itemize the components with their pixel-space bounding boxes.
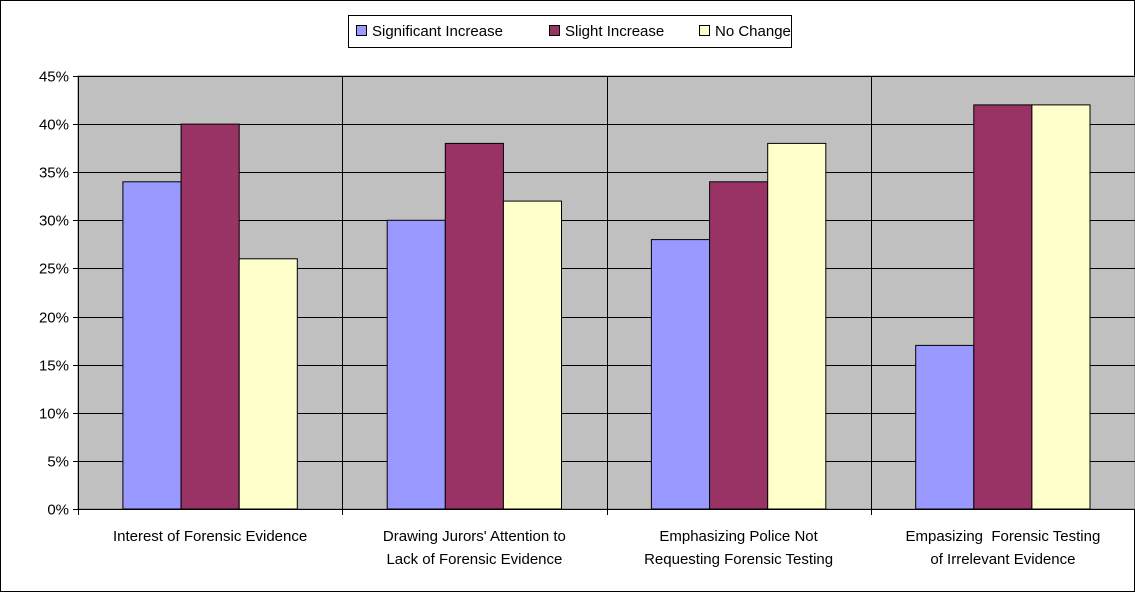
bar-slight-increase: [180, 123, 240, 510]
legend-box: [348, 15, 792, 48]
y-tick-label: 35%: [39, 165, 69, 182]
bar-no-change: [767, 142, 827, 510]
y-tick-label: 45%: [39, 69, 69, 86]
y-tick-label: 0%: [47, 502, 69, 519]
y-tick-label: 10%: [39, 406, 69, 423]
legend: Significant Increase Slight Increase No Ch…: [348, 15, 792, 48]
y-tick-label: 25%: [39, 261, 69, 278]
x-tick-label: Empasizing Forensic Testing: [905, 528, 1100, 545]
plot-area: [77, 75, 1135, 510]
bar-significant-increase: [386, 219, 446, 510]
bar-slight-increase: [709, 181, 769, 510]
legend-swatch: [699, 25, 710, 36]
x-tick-label: Interest of Forensic Evidence: [113, 528, 307, 545]
bar-no-change: [238, 258, 298, 510]
y-tick-label: 20%: [39, 310, 69, 327]
legend-swatch: [356, 25, 367, 36]
bar-significant-increase: [650, 239, 711, 510]
y-tick-label: 30%: [39, 213, 69, 230]
y-axis: 0% 5% 10% 15% 20% 25% 30% 35% 40% 45%: [39, 69, 79, 519]
legend-label: Slight Increase: [565, 23, 664, 40]
x-tick-label: of Irrelevant Evidence: [930, 551, 1075, 568]
legend-label: Significant Increase: [372, 23, 503, 40]
x-axis: Interest of Forensic Evidence Drawing Jur…: [78, 509, 1135, 568]
x-tick-label: Requesting Forensic Testing: [644, 551, 833, 568]
bar-no-change: [502, 200, 562, 510]
bar-slight-increase: [444, 142, 504, 510]
legend-swatch: [549, 25, 560, 36]
y-tick-label: 5%: [47, 454, 69, 471]
bar-significant-increase: [915, 344, 975, 510]
x-tick-label: Emphasizing Police Not: [659, 528, 818, 545]
bar-slight-increase: [973, 104, 1033, 510]
x-tick-label: Lack of Forensic Evidence: [386, 551, 562, 568]
legend-label: No Change: [715, 23, 791, 40]
y-tick-label: 40%: [39, 117, 69, 134]
bar-significant-increase: [122, 181, 182, 510]
bar-no-change: [1031, 104, 1091, 510]
y-tick-label: 15%: [39, 358, 69, 375]
x-tick-label: Drawing Jurors' Attention to: [383, 528, 566, 545]
